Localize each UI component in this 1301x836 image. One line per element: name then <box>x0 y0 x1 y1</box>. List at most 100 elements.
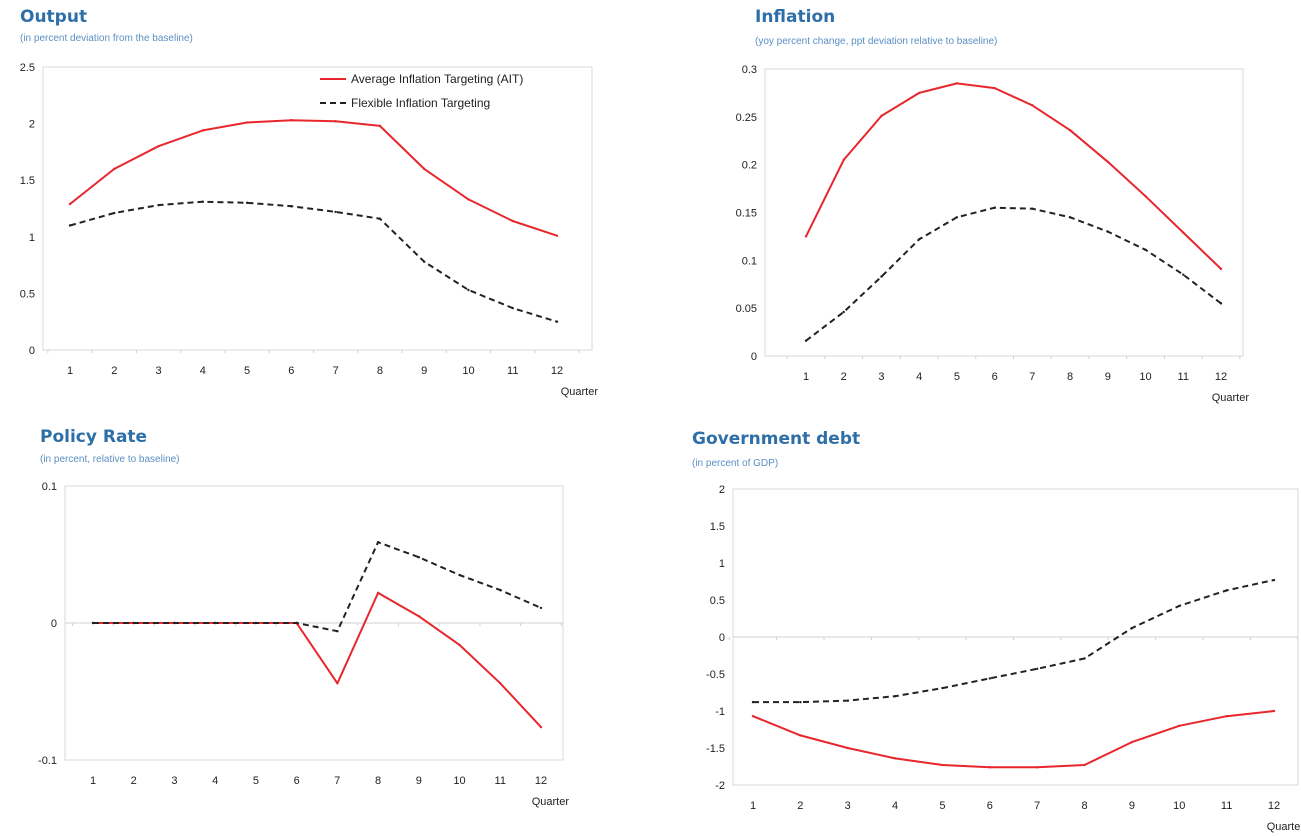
policy-rate-title: Policy Rate <box>40 427 148 447</box>
inflation-fit-point <box>880 275 883 278</box>
policy-rate-fit-point <box>132 621 135 625</box>
output-ait-point <box>201 129 205 132</box>
inflation-ait-point <box>1106 160 1110 163</box>
policy-rate-ait-point <box>336 682 339 685</box>
output-ait-point <box>422 167 426 171</box>
government-debt-fit-point <box>751 700 755 704</box>
output-title: Output <box>20 7 88 27</box>
government-debt-ait-point <box>1178 724 1181 727</box>
policy-rate-x-axis-title: Quarter <box>532 796 570 808</box>
policy-rate-x-tick-label: 2 <box>131 775 137 787</box>
government-debt-fit-point <box>799 700 802 704</box>
inflation-subtitle: (yoy percent change, ppt deviation relat… <box>755 36 998 47</box>
government-debt-fit-point <box>1178 604 1181 608</box>
output-fit-point <box>201 200 205 203</box>
inflation-ait-point <box>1144 195 1147 198</box>
output-fit-point <box>378 217 382 220</box>
government-debt-fit-point <box>1225 589 1228 592</box>
government-debt-ait-point <box>846 746 849 750</box>
government-debt-fit-point <box>941 686 944 690</box>
legend-ait-label: Average Inflation Targeting (AIT) <box>351 72 523 86</box>
output-fit-point <box>422 260 426 263</box>
policy-rate-fit-point <box>173 621 176 625</box>
legend: Average Inflation Targeting (AIT) Flexibl… <box>320 72 523 110</box>
policy-rate-x-tick-label: 11 <box>495 775 506 787</box>
inflation-fit-point <box>1219 302 1223 305</box>
output-fit-point <box>467 288 470 292</box>
output-y-tick-label: 1.5 <box>20 175 35 187</box>
output-x-tick-label: 10 <box>462 365 474 377</box>
policy-rate-ait-point <box>376 591 380 595</box>
policy-rate-ait-point <box>539 725 543 729</box>
output-subtitle: (in percent deviation from the baseline) <box>20 33 193 44</box>
inflation-fit-point <box>993 206 996 209</box>
output-x-tick-label: 2 <box>111 365 117 377</box>
output-fit-point <box>290 205 293 208</box>
inflation-ait-point <box>1182 231 1185 234</box>
output-fit-point <box>245 201 249 205</box>
output-x-tick-label: 11 <box>507 365 518 377</box>
output-ait-point <box>334 120 337 123</box>
policy-rate-fit-point <box>295 621 298 625</box>
output-x-tick-label: 12 <box>551 365 563 377</box>
policy-rate-fit-point <box>91 621 95 625</box>
inflation-ait-point <box>955 82 959 85</box>
output-fit-series-line <box>69 200 558 323</box>
output-fit-point <box>113 211 116 215</box>
output-y-tick-label: 2 <box>29 119 35 131</box>
inflation-y-tick-label: 0 <box>751 351 757 363</box>
policy-rate-fit-point <box>376 540 380 544</box>
government-debt-x-axis-title: Quarter <box>1267 821 1301 833</box>
output-x-tick-label: 9 <box>421 365 427 377</box>
policy-rate-x-tick-label: 12 <box>535 775 547 787</box>
policy-rate-y-tick-label: -0.1 <box>38 755 57 767</box>
government-debt-x-tick-label: 3 <box>845 800 851 812</box>
government-debt-fit-series-line <box>753 579 1275 704</box>
output-x-tick-label: 4 <box>200 365 206 377</box>
government-debt-x-tick-label: 10 <box>1173 800 1185 812</box>
government-debt-y-tick-label: -0.5 <box>706 669 725 681</box>
inflation-ait-point <box>1219 267 1223 271</box>
output-ait-point <box>245 121 249 124</box>
output-y-tick-label: 1 <box>29 232 35 244</box>
output-x-tick-label: 5 <box>244 365 250 377</box>
inflation-y-tick-label: 0.2 <box>742 160 757 172</box>
inflation-ait-point <box>842 158 845 162</box>
policy-rate-panel: Policy Rate (in percent, relative to bas… <box>0 420 640 836</box>
output-x-tick-label: 6 <box>288 365 294 377</box>
government-debt-ait-point <box>893 757 897 760</box>
policy-rate-x-tick-label: 8 <box>375 775 381 787</box>
output-ait-point <box>378 124 382 128</box>
inflation-chart: 00.050.10.150.20.250.31 2 3 4 5 6 7 8 9 10 11 12Qua… <box>736 64 1250 404</box>
policy-rate-y-tick-label: 0 <box>51 618 57 630</box>
inflation-y-tick-label: 0.1 <box>742 255 757 267</box>
policy-rate-ait-point <box>499 682 502 685</box>
inflation-y-tick-label: 0.15 <box>736 208 757 220</box>
output-fit-point <box>157 203 160 207</box>
government-debt-x-tick-label: 7 <box>1034 800 1040 812</box>
government-debt-fit-point <box>1130 626 1134 630</box>
government-debt-fit-point <box>1272 578 1276 582</box>
output-ait-point <box>290 119 293 122</box>
policy-rate-fit-point <box>213 621 217 625</box>
inflation-x-tick-label: 2 <box>841 371 847 383</box>
policy-rate-ait-point <box>458 643 461 647</box>
output-ait-point <box>555 234 559 237</box>
policy-rate-x-tick-label: 7 <box>334 775 340 787</box>
inflation-x-tick-label: 3 <box>878 371 884 383</box>
government-debt-ait-series-line <box>752 710 1275 769</box>
output-x-tick-label: 3 <box>155 365 161 377</box>
government-debt-ait-point <box>751 714 755 718</box>
policy-rate-fit-point <box>417 556 421 559</box>
government-debt-fit-point <box>1035 667 1039 671</box>
inflation-x-tick-label: 8 <box>1067 371 1073 383</box>
output-fit-point <box>555 320 559 323</box>
government-debt-ait-point <box>988 766 992 769</box>
inflation-fit-point <box>842 310 845 314</box>
inflation-x-tick-label: 6 <box>992 371 998 383</box>
output-fit-point <box>68 224 72 227</box>
output-ait-point <box>467 198 470 201</box>
output-fit-point <box>334 210 337 214</box>
inflation-fit-point <box>1106 230 1110 233</box>
inflation-x-tick-label: 11 <box>1178 371 1189 383</box>
